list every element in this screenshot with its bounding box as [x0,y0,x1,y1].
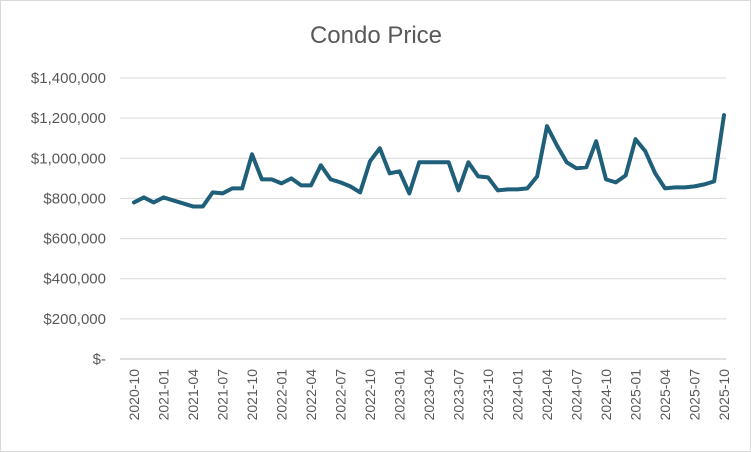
series-line [132,113,726,209]
x-tick-label: 2022-04 [303,369,319,421]
x-tick-label: 2021-04 [185,369,201,421]
y-tick-label: $200,000 [43,311,106,328]
x-tick-label: 2023-01 [392,369,408,421]
x-tick-label: 2024-10 [598,369,614,421]
x-tick-label: 2025-07 [687,369,703,421]
series-layer [132,113,726,209]
y-tick-label: $1,000,000 [31,150,106,167]
x-tick-label: 2025-01 [628,369,644,421]
x-tick-label: 2022-07 [333,369,349,421]
y-tick-label: $800,000 [43,190,106,207]
x-tick-label: 2021-07 [215,369,231,421]
x-tick-label: 2024-04 [539,369,555,421]
x-axis-tick-labels: 2020-10 2021-01 2021-04 2021-07 2021-10 2022-… [126,369,732,421]
y-axis-tick-labels: $- $200,000 $400,000 $600,000 $800,000 $1,000… [31,70,106,368]
x-tick-label: 2023-10 [480,369,496,421]
x-tick-label: 2024-07 [569,369,585,421]
x-tick-label: 2022-10 [362,369,378,421]
y-tick-label: $1,200,000 [31,110,106,127]
x-tick-label: 2025-04 [657,369,673,421]
x-tick-label: 2023-07 [451,369,467,421]
x-tick-label: 2023-04 [421,369,437,421]
y-tick-label: $- [93,351,106,368]
x-tick-label: 2020-10 [126,369,142,421]
gridlines [120,77,726,320]
x-tick-label: 2024-01 [510,369,526,421]
chart-title: Condo Price [310,22,442,49]
y-tick-label: $400,000 [43,271,106,288]
y-tick-label: $600,000 [43,231,106,248]
x-tick-label: 2022-01 [274,369,290,421]
x-tick-label: 2021-10 [244,369,260,421]
x-tick-label: 2025-10 [716,369,732,421]
y-tick-label: $1,400,000 [31,70,106,87]
x-tick-label: 2021-01 [156,369,172,421]
